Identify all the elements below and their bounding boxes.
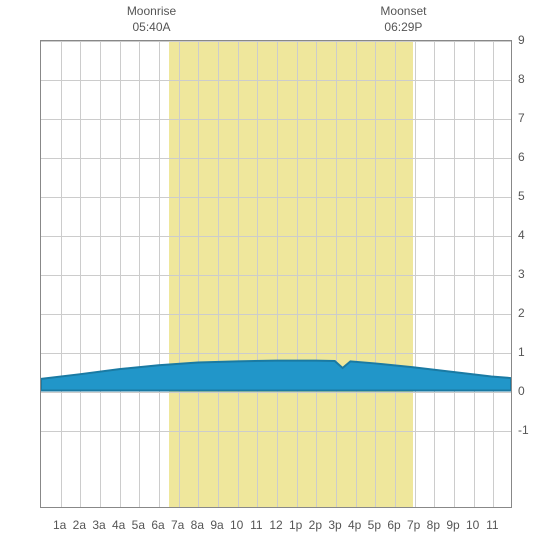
y-tick-label: 7 (518, 111, 525, 125)
y-tick-label: 5 (518, 189, 525, 203)
moonrise-label: Moonrise 05:40A (122, 4, 182, 35)
y-tick-label: -1 (518, 423, 529, 437)
moonrise-title: Moonrise (122, 4, 182, 20)
y-tick-label: 2 (518, 306, 525, 320)
x-tick-label: 2a (73, 518, 86, 532)
x-tick-label: 8a (191, 518, 204, 532)
y-tick-label: 4 (518, 228, 525, 242)
x-tick-label: 11 (486, 518, 498, 532)
tide-area (41, 41, 511, 507)
x-tick-label: 3p (328, 518, 341, 532)
x-tick-label: 6p (387, 518, 400, 532)
x-tick-label: 3a (92, 518, 105, 532)
x-tick-label: 9p (446, 518, 459, 532)
x-tick-label: 12 (269, 518, 282, 532)
x-tick-label: 10 (466, 518, 479, 532)
tide-chart: Moonrise 05:40A Moonset 06:29P -10123456… (0, 0, 550, 550)
y-tick-label: 1 (518, 345, 525, 359)
y-tick-label: 6 (518, 150, 525, 164)
moonrise-time: 05:40A (122, 20, 182, 36)
moonset-time: 06:29P (373, 20, 433, 36)
x-tick-label: 4a (112, 518, 125, 532)
x-tick-label: 5p (368, 518, 381, 532)
x-tick-label: 9a (210, 518, 223, 532)
y-tick-label: 3 (518, 267, 525, 281)
x-tick-label: 1a (53, 518, 66, 532)
moonset-label: Moonset 06:29P (373, 4, 433, 35)
x-tick-label: 11 (250, 518, 262, 532)
x-tick-label: 6a (151, 518, 164, 532)
y-tick-label: 0 (518, 384, 525, 398)
x-tick-label: 10 (230, 518, 243, 532)
plot-area (40, 40, 512, 508)
y-tick-label: 8 (518, 72, 525, 86)
x-tick-label: 7a (171, 518, 184, 532)
moonset-title: Moonset (373, 4, 433, 20)
y-tick-label: 9 (518, 33, 525, 47)
x-tick-label: 2p (309, 518, 322, 532)
x-tick-label: 5a (132, 518, 145, 532)
tide-series (41, 361, 511, 391)
x-tick-label: 4p (348, 518, 361, 532)
x-tick-label: 8p (427, 518, 440, 532)
x-tick-label: 1p (289, 518, 302, 532)
x-tick-label: 7p (407, 518, 420, 532)
